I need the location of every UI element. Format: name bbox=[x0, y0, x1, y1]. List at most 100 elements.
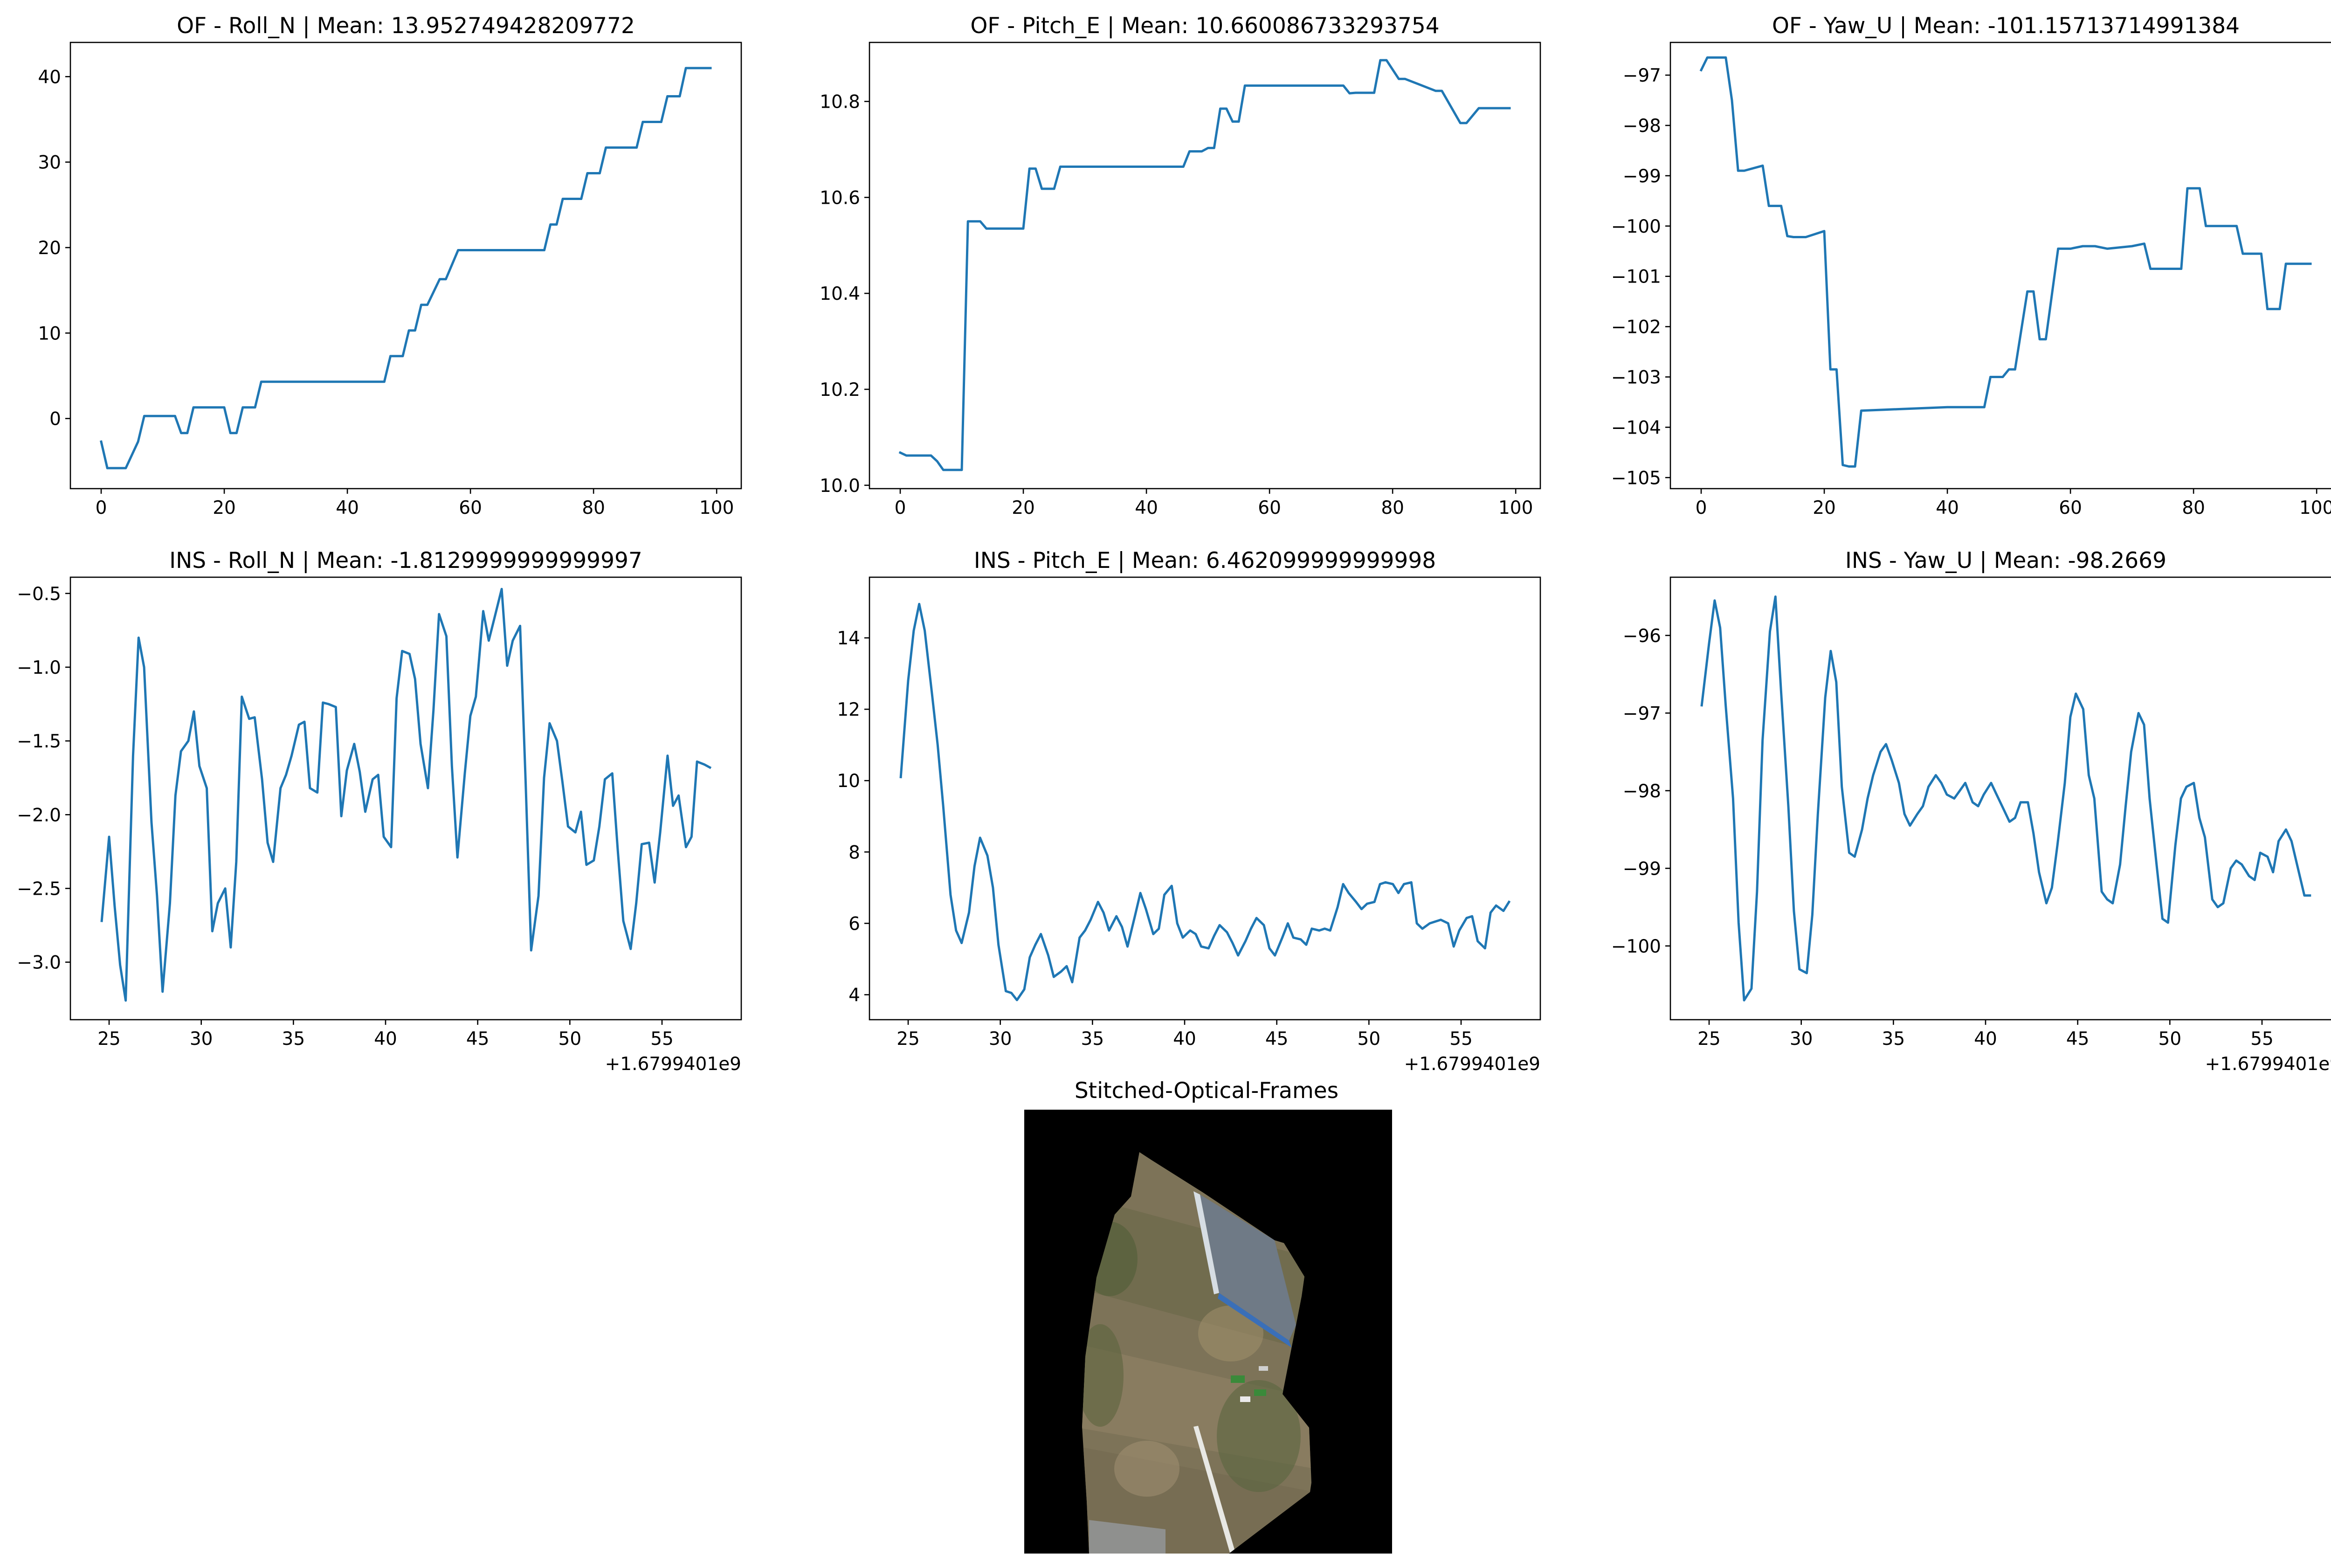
x-tick-label: 40 bbox=[1974, 1029, 1997, 1050]
series-line bbox=[1699, 56, 2312, 468]
x-tick-label: 35 bbox=[1081, 1029, 1104, 1050]
subplot-title: INS - Pitch_E | Mean: 6.462099999999998 bbox=[974, 548, 1436, 573]
x-tick-label: 50 bbox=[2159, 1029, 2182, 1050]
subplot-title: INS - Roll_N | Mean: -1.8129999999999997 bbox=[169, 548, 642, 573]
x-offset-label: +1.6799401e9 bbox=[2205, 1054, 2331, 1075]
subplot-3: OF - Yaw_U | Mean: -101.15713714991384 0 2… bbox=[1611, 13, 2331, 518]
x-tick-label: 35 bbox=[282, 1029, 305, 1050]
x-tick-label: 40 bbox=[1173, 1029, 1196, 1050]
series-line bbox=[899, 602, 1511, 1002]
x-tick-label: 40 bbox=[336, 497, 359, 518]
y-tick-label: 10.6 bbox=[820, 187, 860, 208]
x-offset-label: +1.6799401e9 bbox=[1404, 1054, 1540, 1075]
x-tick-label: 0 bbox=[1696, 497, 1707, 518]
x-tick-label: 80 bbox=[2182, 497, 2205, 518]
series-line bbox=[99, 67, 712, 470]
y-tick-label: 0 bbox=[49, 409, 61, 430]
axes-frame bbox=[69, 576, 742, 1021]
x-tick-label: 80 bbox=[1381, 497, 1404, 518]
stitched-image-title: Stitched-Optical-Frames bbox=[1075, 1078, 1338, 1104]
x-tick-label: 20 bbox=[1012, 497, 1035, 518]
x-tick-label: 35 bbox=[1882, 1029, 1905, 1050]
y-tick-label: 20 bbox=[38, 238, 61, 259]
y-tick-label: −3.0 bbox=[17, 953, 61, 974]
subplot-title: OF - Roll_N | Mean: 13.952749428209772 bbox=[177, 13, 635, 39]
x-tick-label: 20 bbox=[1813, 497, 1836, 518]
x-tick-label: 25 bbox=[97, 1029, 121, 1050]
subplot-title: OF - Pitch_E | Mean: 10.660086733293754 bbox=[970, 13, 1439, 39]
y-tick-label: −1.0 bbox=[17, 657, 61, 678]
x-tick-label: 45 bbox=[1265, 1029, 1289, 1050]
y-tick-label: −103 bbox=[1611, 367, 1661, 388]
x-offset-label: +1.6799401e9 bbox=[605, 1054, 741, 1075]
y-tick-label: −2.0 bbox=[17, 805, 61, 826]
axes-frame bbox=[869, 576, 1541, 1021]
stitched-image-panel: Stitched-Optical-Frames bbox=[1024, 1078, 1392, 1554]
x-tick-label: 25 bbox=[1697, 1029, 1721, 1050]
y-tick-label: −102 bbox=[1611, 317, 1661, 338]
series-line bbox=[100, 587, 712, 1002]
x-tick-label: 40 bbox=[1936, 497, 1959, 518]
y-tick-label: 30 bbox=[38, 152, 61, 173]
subplot-6: INS - Yaw_U | Mean: -98.2669 25 30 35 40 45 50… bbox=[1611, 548, 2331, 1075]
y-tick-label: −98 bbox=[1623, 781, 1661, 802]
series-line bbox=[1700, 595, 2311, 1002]
axes-frame bbox=[869, 41, 1541, 490]
y-tick-label: −99 bbox=[1623, 858, 1661, 879]
y-tick-label: −104 bbox=[1611, 417, 1661, 438]
y-tick-label: −97 bbox=[1623, 703, 1661, 724]
x-tick-label: 45 bbox=[466, 1029, 490, 1050]
y-tick-label: 8 bbox=[848, 842, 860, 863]
x-tick-label: 30 bbox=[989, 1029, 1012, 1050]
y-tick-label: 10.8 bbox=[820, 92, 860, 113]
y-tick-label: 10 bbox=[837, 771, 860, 792]
x-tick-label: 55 bbox=[2250, 1029, 2274, 1050]
y-tick-label: 10.0 bbox=[820, 476, 860, 497]
x-tick-label: 100 bbox=[699, 497, 734, 518]
x-tick-label: 80 bbox=[582, 497, 605, 518]
y-tick-label: 14 bbox=[837, 628, 860, 649]
x-tick-label: 60 bbox=[459, 497, 482, 518]
y-tick-label: −97 bbox=[1623, 65, 1661, 86]
x-tick-label: 50 bbox=[1358, 1029, 1381, 1050]
y-tick-label: −0.5 bbox=[17, 584, 61, 605]
y-tick-label: 40 bbox=[38, 67, 61, 88]
y-tick-label: 12 bbox=[837, 699, 860, 720]
subplot-1: OF - Roll_N | Mean: 13.952749428209772 0 2… bbox=[38, 13, 742, 518]
y-tick-label: −100 bbox=[1611, 936, 1661, 957]
subplot-5: INS - Pitch_E | Mean: 6.462099999999998 2… bbox=[837, 548, 1541, 1075]
y-tick-label: 10 bbox=[38, 323, 61, 344]
x-tick-label: 40 bbox=[374, 1029, 397, 1050]
axes-frame bbox=[1669, 41, 2331, 490]
y-tick-label: −1.5 bbox=[17, 731, 61, 752]
x-tick-label: 50 bbox=[559, 1029, 582, 1050]
y-tick-label: −2.5 bbox=[17, 878, 61, 899]
y-tick-label: 10.2 bbox=[820, 380, 860, 401]
x-tick-label: 40 bbox=[1135, 497, 1158, 518]
x-tick-label: 25 bbox=[897, 1029, 920, 1050]
y-tick-label: −105 bbox=[1611, 468, 1661, 489]
y-tick-label: −96 bbox=[1623, 626, 1661, 647]
y-tick-label: 6 bbox=[848, 913, 860, 934]
y-tick-label: −100 bbox=[1611, 216, 1661, 237]
subplot-title: INS - Yaw_U | Mean: -98.2669 bbox=[1845, 548, 2166, 573]
subplot-4: INS - Roll_N | Mean: -1.8129999999999997… bbox=[17, 548, 742, 1075]
x-tick-label: 30 bbox=[1790, 1029, 1813, 1050]
x-tick-label: 100 bbox=[2299, 497, 2331, 518]
axes-frame bbox=[1669, 576, 2331, 1021]
y-tick-label: 10.4 bbox=[820, 283, 860, 304]
y-tick-label: −98 bbox=[1623, 116, 1661, 137]
x-tick-label: 45 bbox=[2066, 1029, 2090, 1050]
x-tick-label: 55 bbox=[650, 1029, 674, 1050]
x-tick-label: 0 bbox=[96, 497, 107, 518]
x-tick-label: 60 bbox=[1258, 497, 1281, 518]
series-line bbox=[898, 59, 1511, 471]
y-tick-label: −99 bbox=[1623, 166, 1661, 187]
x-tick-label: 55 bbox=[1449, 1029, 1473, 1050]
x-tick-label: 60 bbox=[2059, 497, 2082, 518]
axes-frame bbox=[69, 41, 742, 490]
x-tick-label: 20 bbox=[213, 497, 236, 518]
x-tick-label: 30 bbox=[190, 1029, 213, 1050]
y-tick-label: 4 bbox=[848, 985, 860, 1006]
